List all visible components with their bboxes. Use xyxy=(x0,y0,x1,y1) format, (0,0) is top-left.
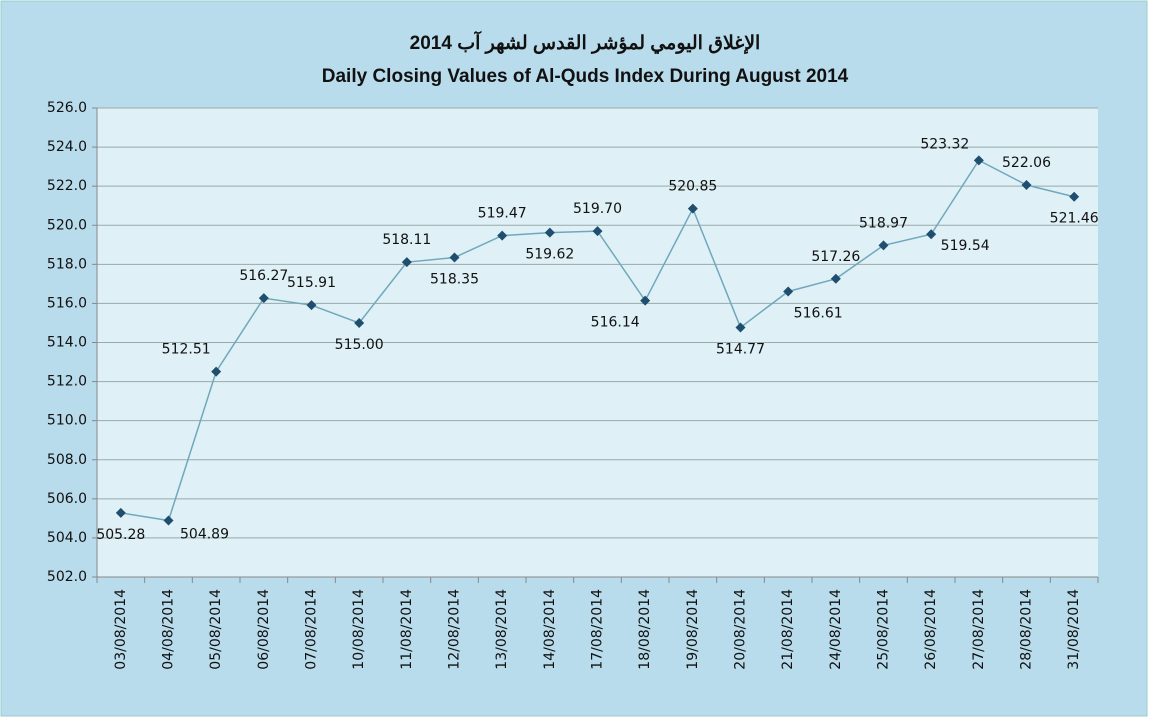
marker xyxy=(735,322,746,333)
data-label: 512.51 xyxy=(162,342,211,358)
data-label: 518.11 xyxy=(382,232,431,248)
x-tick-label: 05/08/2014 xyxy=(208,589,224,670)
x-tick-label: 21/08/2014 xyxy=(780,589,796,670)
y-tick-label: 508.0 xyxy=(47,452,87,468)
x-tick-label: 17/08/2014 xyxy=(590,589,606,670)
data-label: 518.97 xyxy=(859,215,908,231)
data-label: 518.35 xyxy=(430,271,479,287)
x-tick-label: 26/08/2014 xyxy=(923,589,939,670)
data-label: 516.27 xyxy=(239,268,288,284)
marker xyxy=(592,226,603,237)
data-label: 515.00 xyxy=(335,337,384,353)
x-tick-label: 12/08/2014 xyxy=(447,589,463,670)
data-label: 504.89 xyxy=(180,527,229,543)
x-tick-label: 28/08/2014 xyxy=(1019,589,1035,670)
marker xyxy=(544,227,555,238)
x-tick-label: 10/08/2014 xyxy=(351,589,367,670)
y-tick-label: 524.0 xyxy=(47,139,87,155)
marker xyxy=(354,317,365,328)
y-tick-label: 514.0 xyxy=(47,335,87,351)
data-label: 522.06 xyxy=(1002,155,1051,171)
y-tick-label: 518.0 xyxy=(47,256,87,272)
data-label: 520.85 xyxy=(668,179,717,195)
y-tick-label: 510.0 xyxy=(47,413,87,429)
x-tick-label: 07/08/2014 xyxy=(304,589,320,670)
marker xyxy=(973,155,984,166)
y-tick-label: 502.0 xyxy=(47,569,87,585)
x-tick-label: 31/08/2014 xyxy=(1066,589,1082,670)
x-tick-label: 06/08/2014 xyxy=(256,589,272,670)
x-tick-label: 14/08/2014 xyxy=(542,589,558,670)
data-label: 519.70 xyxy=(573,201,622,217)
marker xyxy=(258,293,269,304)
y-tick-label: 506.0 xyxy=(47,491,87,507)
y-tick-label: 526.0 xyxy=(47,100,87,116)
marker xyxy=(830,273,841,284)
data-label: 516.61 xyxy=(794,305,843,321)
y-tick-label: 504.0 xyxy=(47,530,87,546)
x-tick-label: 25/08/2014 xyxy=(876,589,892,670)
chart-title: الإغلاق اليومي لمؤشر القدس لشهر آب 2014 xyxy=(410,30,761,55)
x-tick-label: 04/08/2014 xyxy=(161,589,177,670)
data-label: 517.26 xyxy=(811,249,860,265)
marker xyxy=(1021,179,1032,190)
marker xyxy=(401,257,412,268)
marker xyxy=(449,252,460,263)
marker xyxy=(1069,191,1080,202)
x-tick-label: 18/08/2014 xyxy=(637,589,653,670)
marker xyxy=(687,203,698,214)
data-label: 514.77 xyxy=(716,341,765,357)
data-label: 523.32 xyxy=(920,136,969,152)
marker xyxy=(211,366,222,377)
x-tick-label: 27/08/2014 xyxy=(971,589,987,670)
data-label: 519.47 xyxy=(478,206,527,222)
marker xyxy=(783,286,794,297)
y-tick-label: 516.0 xyxy=(47,295,87,311)
data-label: 521.46 xyxy=(1050,211,1099,227)
y-tick-label: 520.0 xyxy=(47,217,87,233)
data-label: 519.62 xyxy=(525,247,574,263)
x-tick-label: 13/08/2014 xyxy=(494,589,510,670)
marker xyxy=(640,295,651,306)
x-tick-label: 20/08/2014 xyxy=(733,589,749,670)
chart-subtitle: Daily Closing Values of Al-Quds Index Du… xyxy=(322,66,849,87)
marker xyxy=(926,229,937,240)
y-tick-label: 522.0 xyxy=(47,178,87,194)
data-label: 519.54 xyxy=(941,238,990,254)
data-label: 515.91 xyxy=(287,275,336,291)
x-tick-label: 19/08/2014 xyxy=(685,589,701,670)
x-tick-label: 24/08/2014 xyxy=(828,589,844,670)
marker xyxy=(878,240,889,251)
marker xyxy=(306,300,317,311)
marker xyxy=(115,507,126,518)
marker xyxy=(163,515,174,526)
x-tick-label: 03/08/2014 xyxy=(113,589,129,670)
data-label: 505.28 xyxy=(96,527,145,543)
marker xyxy=(497,230,508,241)
y-tick-label: 512.0 xyxy=(47,374,87,390)
data-label: 516.14 xyxy=(591,315,640,331)
x-tick-label: 11/08/2014 xyxy=(399,589,415,670)
